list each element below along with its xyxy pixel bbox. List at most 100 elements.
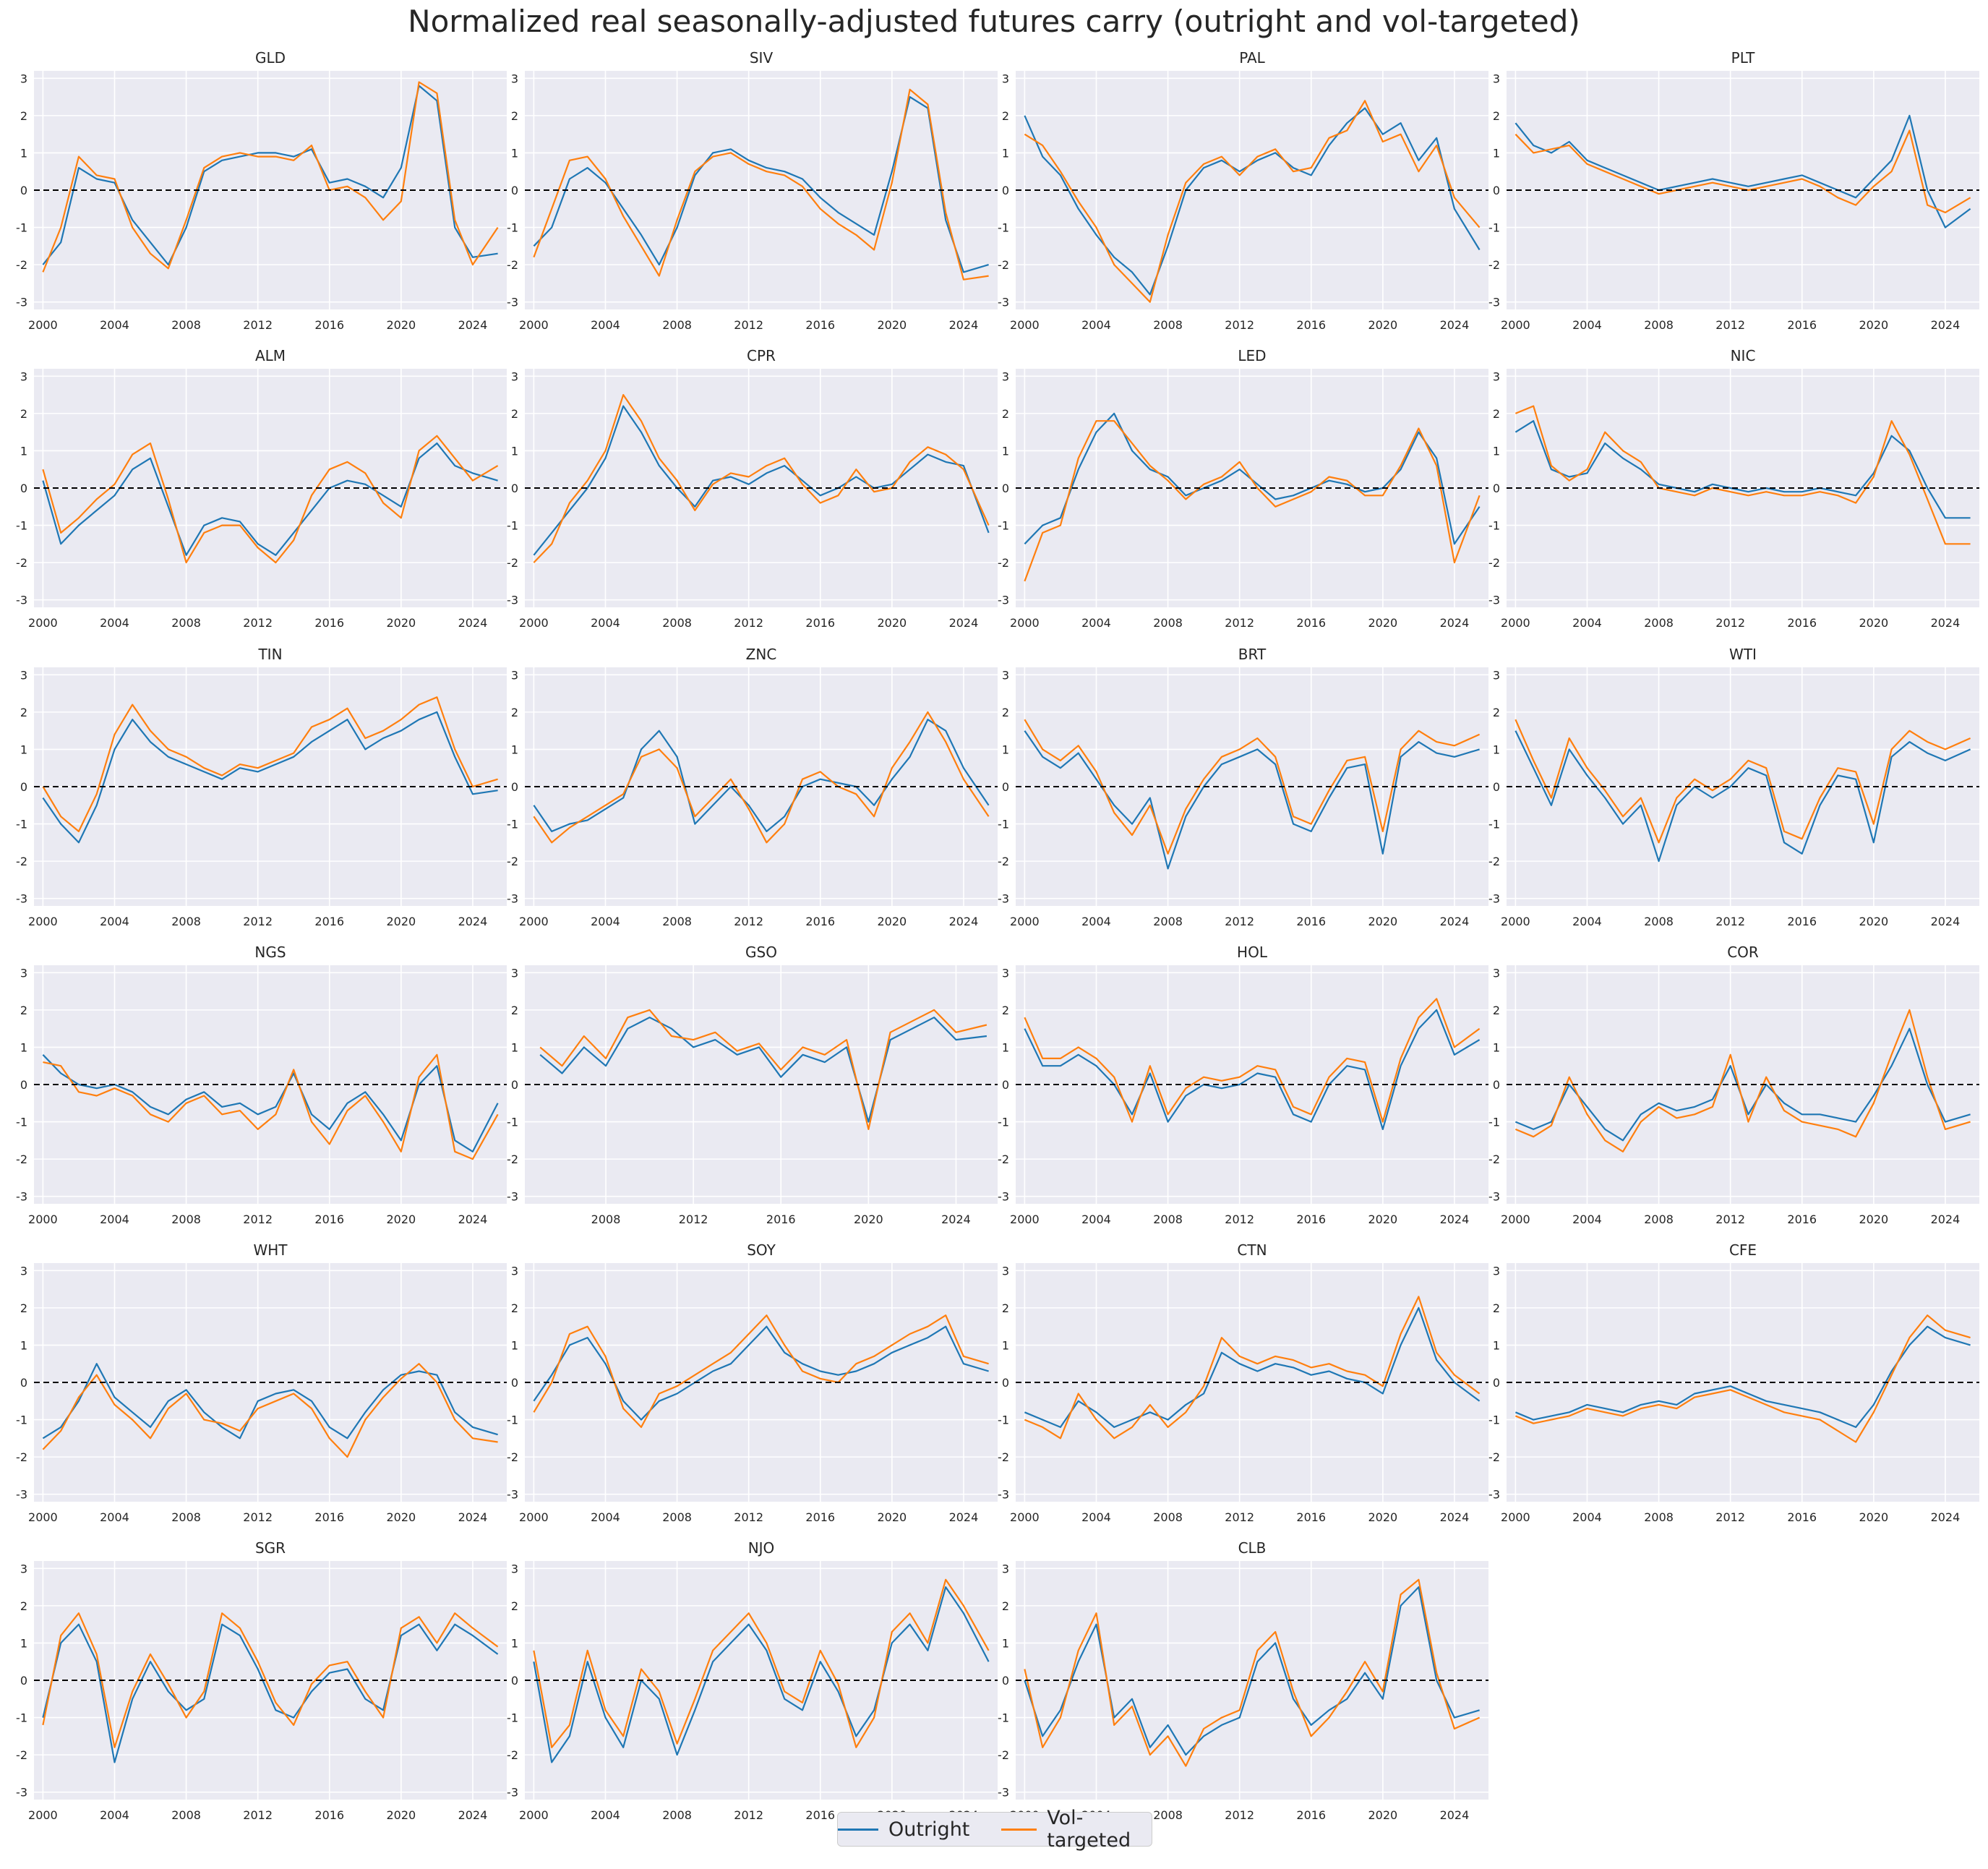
- x-tick-label: 2004: [100, 318, 129, 332]
- y-tick-label: -3: [16, 1786, 27, 1800]
- x-tick-label: 2024: [1440, 1808, 1470, 1822]
- x-tick-label: 2012: [1715, 1510, 1745, 1524]
- x-tick-label: 2008: [1644, 318, 1674, 332]
- y-tick-label: 2: [1002, 1301, 1009, 1315]
- series-vol-targeted-siv: [533, 88, 989, 281]
- x-tick-label: 2004: [100, 1808, 129, 1822]
- y-tick-label: 1: [511, 743, 518, 756]
- x-tick-label: 2012: [243, 1510, 273, 1524]
- x-tick-label: 2000: [1501, 1213, 1530, 1226]
- panel-sgr-title: SGR: [255, 1539, 286, 1557]
- y-tick-label: -2: [507, 855, 518, 868]
- x-tick-label: 2020: [386, 1213, 416, 1226]
- series-vol-targeted-cor: [1514, 1009, 1971, 1152]
- x-tick-label: 2016: [1296, 1213, 1326, 1226]
- y-tick-label: -3: [998, 892, 1009, 906]
- y-tick-label: -1: [998, 1413, 1009, 1427]
- x-tick-label: 2016: [1296, 1510, 1326, 1524]
- y-tick-label: 3: [1493, 966, 1500, 980]
- y-tick-label: 0: [20, 1674, 27, 1688]
- series-outright-brt: [1024, 730, 1480, 870]
- y-tick-label: -2: [998, 1450, 1009, 1464]
- x-tick-label: 2000: [1501, 616, 1530, 630]
- x-tick-label: 2012: [734, 915, 763, 928]
- legend-item-vol-targeted: Vol-targeted: [1001, 1807, 1152, 1852]
- x-tick-label: 2016: [1296, 1808, 1326, 1822]
- x-tick-label: 2024: [1931, 616, 1961, 630]
- y-tick-label: 2: [20, 109, 27, 123]
- x-tick-label: 2024: [941, 1213, 971, 1226]
- y-tick-label: 2: [20, 1004, 27, 1017]
- series-vol-targeted-gso: [539, 1009, 987, 1131]
- x-tick-label: 2004: [1572, 318, 1602, 332]
- x-tick-label: 2000: [1501, 1510, 1530, 1524]
- x-tick-label: 2008: [171, 318, 201, 332]
- y-tick-label: -2: [1488, 855, 1500, 868]
- y-tick-label: 2: [511, 1004, 518, 1017]
- legend: Outright Vol-targeted: [837, 1807, 1152, 1852]
- y-tick-label: 1: [1493, 146, 1500, 160]
- y-tick-label: 1: [20, 743, 27, 756]
- x-tick-label: 2012: [1715, 318, 1745, 332]
- x-tick-label: 2016: [1787, 616, 1817, 630]
- y-tick-label: 1: [1493, 1338, 1500, 1352]
- x-tick-label: 2004: [591, 318, 620, 332]
- y-tick-label: -3: [1488, 296, 1500, 309]
- x-tick-label: 2000: [1010, 915, 1040, 928]
- x-tick-label: 2016: [1787, 915, 1817, 928]
- y-tick-label: -2: [16, 1152, 27, 1166]
- series-outright-njo: [533, 1586, 990, 1763]
- series-vol-targeted-brt: [1024, 719, 1481, 855]
- y-tick-label: 3: [1493, 668, 1500, 682]
- x-tick-label: 2012: [734, 318, 763, 332]
- series-vol-targeted-led: [1024, 420, 1481, 582]
- x-tick-label: 2000: [519, 1510, 549, 1524]
- legend-label-outright: Outright: [888, 1818, 970, 1841]
- x-tick-label: 2020: [386, 616, 416, 630]
- x-tick-label: 2024: [1440, 616, 1470, 630]
- legend-swatch-outright: [838, 1828, 878, 1831]
- x-tick-label: 2024: [458, 616, 488, 630]
- y-tick-label: -2: [16, 1748, 27, 1762]
- y-tick-label: -2: [998, 1152, 1009, 1166]
- y-tick-label: -1: [507, 1116, 518, 1129]
- panel-cfe-title: CFE: [1729, 1241, 1757, 1259]
- y-tick-label: 0: [511, 780, 518, 794]
- panel-nic-title: NIC: [1731, 347, 1756, 364]
- x-tick-label: 2016: [314, 1510, 344, 1524]
- y-tick-label: 1: [1493, 444, 1500, 458]
- x-tick-label: 2024: [949, 616, 979, 630]
- y-tick-label: 3: [1002, 369, 1009, 383]
- panel-ctn-title: CTN: [1237, 1241, 1267, 1259]
- y-tick-label: -1: [16, 818, 27, 831]
- x-tick-label: 2012: [734, 616, 763, 630]
- y-tick-label: 3: [511, 369, 518, 383]
- x-tick-label: 2000: [1010, 616, 1040, 630]
- x-tick-label: 2004: [591, 915, 620, 928]
- series-vol-targeted-soy: [533, 1314, 989, 1429]
- series-outright-plt: [1514, 114, 1971, 228]
- x-tick-label: 2012: [734, 1808, 763, 1822]
- series-outright-sgr: [42, 1623, 499, 1763]
- y-tick-label: -1: [1488, 818, 1500, 831]
- panel-sgr: -3 -2 -1 0 1 2 3 2000 2004 2008 2012 2016 2020 2024 SG…: [16, 1539, 507, 1822]
- y-tick-label: 3: [1493, 1264, 1500, 1278]
- x-tick-label: 2024: [1440, 318, 1470, 332]
- y-tick-label: 1: [1002, 444, 1009, 458]
- y-tick-label: -2: [1488, 556, 1500, 570]
- y-tick-label: -3: [507, 1786, 518, 1800]
- y-tick-label: 2: [511, 1599, 518, 1613]
- series-outright-soy: [533, 1325, 989, 1421]
- y-tick-label: -3: [16, 1488, 27, 1502]
- series-vol-targeted-plt: [1514, 129, 1971, 213]
- series-vol-targeted-ngs: [43, 1053, 499, 1160]
- y-tick-label: -2: [1488, 1152, 1500, 1166]
- y-tick-label: 1: [20, 146, 27, 160]
- y-tick-label: 0: [1493, 1078, 1500, 1092]
- y-tick-label: -3: [16, 296, 27, 309]
- series-vol-targeted-nic: [1514, 405, 1971, 545]
- y-tick-label: -1: [1488, 221, 1500, 235]
- x-tick-label: 2024: [1931, 318, 1961, 332]
- panel-plt: -3 -2 -1 0 1 2 3 2000 2004 2008 2012 2016 2020 2024 PL…: [1488, 49, 1979, 332]
- y-tick-label: 3: [20, 1264, 27, 1278]
